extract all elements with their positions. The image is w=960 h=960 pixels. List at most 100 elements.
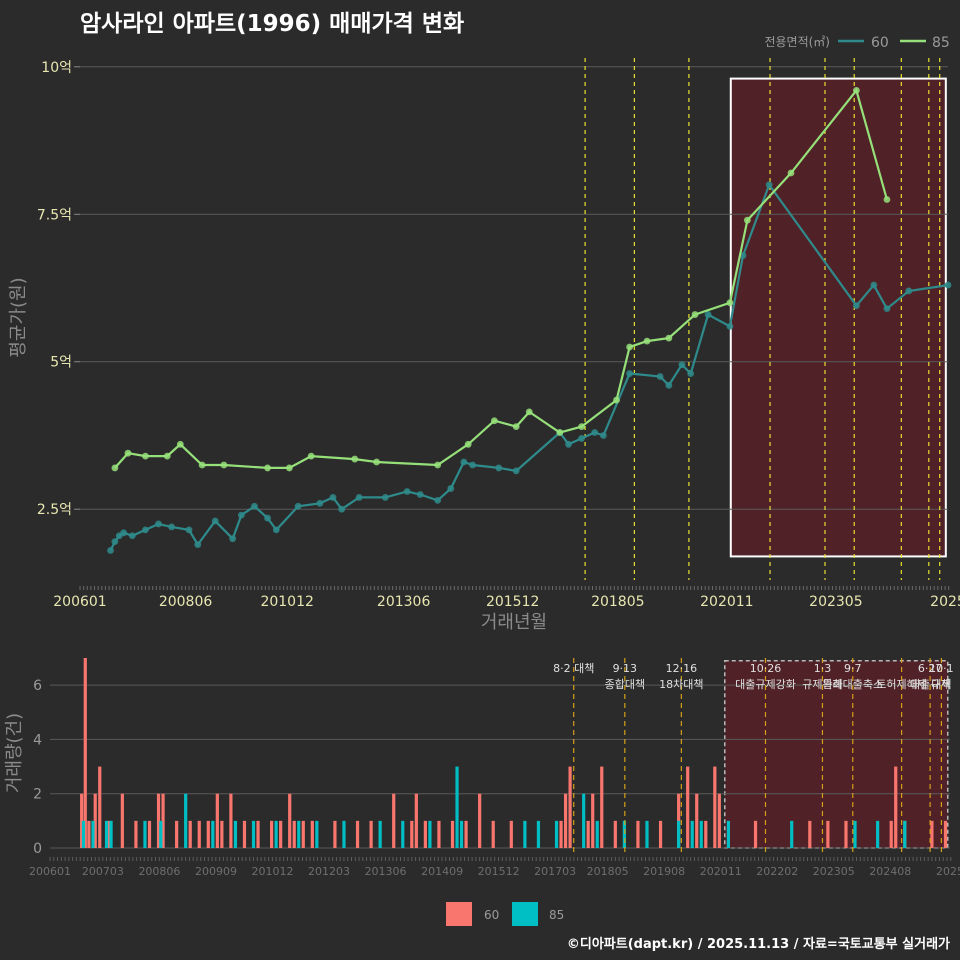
data-point-60 [678, 361, 686, 369]
x-tick-label: 201805 [587, 865, 629, 878]
policy-annotation: 종합대책 [605, 678, 645, 691]
x-tick-label: 201512 [478, 865, 520, 878]
x-tick-label: 201012 [252, 865, 294, 878]
data-point-85 [176, 440, 184, 448]
bar-60 [808, 820, 812, 848]
bar-60 [215, 793, 219, 848]
data-point-60 [251, 502, 258, 510]
x-tick-label: 201703 [534, 865, 576, 878]
bar-85 [428, 820, 432, 848]
bar-60 [713, 766, 717, 848]
y-tick-label: 5억 [50, 355, 72, 371]
bar-85 [595, 820, 599, 848]
y-tick-label: 2 [33, 787, 42, 803]
data-point-85 [490, 417, 498, 425]
bar-85 [378, 820, 382, 848]
data-point-60 [128, 532, 136, 540]
bar-85 [211, 820, 215, 848]
bar-85 [790, 820, 794, 848]
data-point-60 [120, 529, 128, 537]
legend-label-60: 60 [484, 908, 499, 922]
bar-85 [297, 820, 301, 848]
bar-60 [156, 793, 161, 848]
bar-60 [120, 793, 124, 848]
bar-60 [613, 820, 617, 848]
bar-60 [423, 820, 427, 848]
bar-60 [450, 820, 455, 848]
data-point-60 [495, 464, 503, 472]
bar-60 [310, 820, 314, 848]
bar-85 [91, 820, 95, 848]
data-point-85 [525, 408, 533, 416]
bar-60 [437, 820, 441, 848]
y-tick-label: 0 [33, 841, 42, 857]
bar-60 [355, 820, 360, 848]
bar-85 [459, 820, 464, 848]
y-axis-title: 평균가(원) [8, 277, 29, 357]
data-point-60 [726, 322, 734, 330]
bar-60 [591, 793, 595, 848]
x-tick-label: 200601 [53, 594, 106, 610]
data-point-60 [460, 458, 468, 466]
x-tick-label: 202202 [756, 865, 798, 878]
data-point-85 [883, 196, 891, 203]
bar-60 [586, 820, 590, 848]
bar-60 [636, 820, 640, 848]
data-point-85 [743, 216, 751, 224]
bar-60 [333, 820, 337, 848]
data-point-60 [211, 517, 219, 525]
bar-60 [826, 820, 830, 848]
data-point-60 [626, 370, 633, 377]
bar-85 [455, 766, 459, 848]
bar-60 [717, 793, 721, 848]
bar-85 [233, 820, 238, 848]
bar-60 [414, 793, 418, 848]
bar-60 [559, 820, 563, 848]
data-point-60 [870, 281, 878, 289]
bar-85 [251, 820, 256, 848]
policy-annotation: 1·3 [814, 662, 832, 675]
x-tick-label: 200806 [159, 594, 213, 610]
bar-60 [134, 820, 138, 848]
bar-60 [147, 820, 152, 848]
bar-60 [175, 820, 179, 848]
bar-60 [704, 820, 708, 848]
bar-60 [93, 793, 97, 848]
policy-annotation: 9·13 [613, 662, 638, 675]
legend-label-60: 60 [871, 35, 889, 51]
data-point-85 [626, 343, 633, 351]
policy-annotation: 대출규제강화 [735, 678, 796, 691]
data-point-60 [944, 281, 952, 289]
highlight-region [724, 659, 949, 849]
data-point-60 [765, 181, 773, 189]
policy-annotation: 대출규제 [910, 678, 950, 691]
data-point-85 [373, 458, 381, 466]
bar-60 [220, 820, 224, 848]
policy-annotation: 6·27 [918, 662, 943, 675]
data-point-60 [665, 381, 673, 389]
data-point-85 [198, 461, 206, 469]
data-point-60 [272, 526, 280, 534]
bar-60 [197, 820, 201, 848]
bar-60 [568, 766, 572, 848]
bar-60 [392, 793, 396, 848]
bar-60 [563, 793, 568, 848]
x-tick-label: 202305 [813, 865, 855, 878]
bar-60 [83, 658, 87, 848]
policy-annotation: 18차대책 [659, 678, 703, 691]
bar-85 [523, 820, 527, 848]
x-tick-label: 201306 [365, 865, 407, 878]
x-tick-label: 201306 [377, 594, 431, 610]
x-axis-title: 거래년월 [481, 612, 547, 633]
bar-85 [876, 820, 880, 848]
bar-85 [401, 820, 405, 848]
source-credit: ©디아파트(dapt.kr) / 2025.11.13 / 자료=국토교통부 실… [566, 937, 950, 952]
bar-85 [677, 820, 681, 848]
data-point-85 [643, 337, 651, 345]
data-point-60 [338, 505, 346, 513]
data-point-60 [416, 491, 424, 498]
bar-85 [159, 820, 163, 848]
bar-60 [292, 820, 296, 848]
